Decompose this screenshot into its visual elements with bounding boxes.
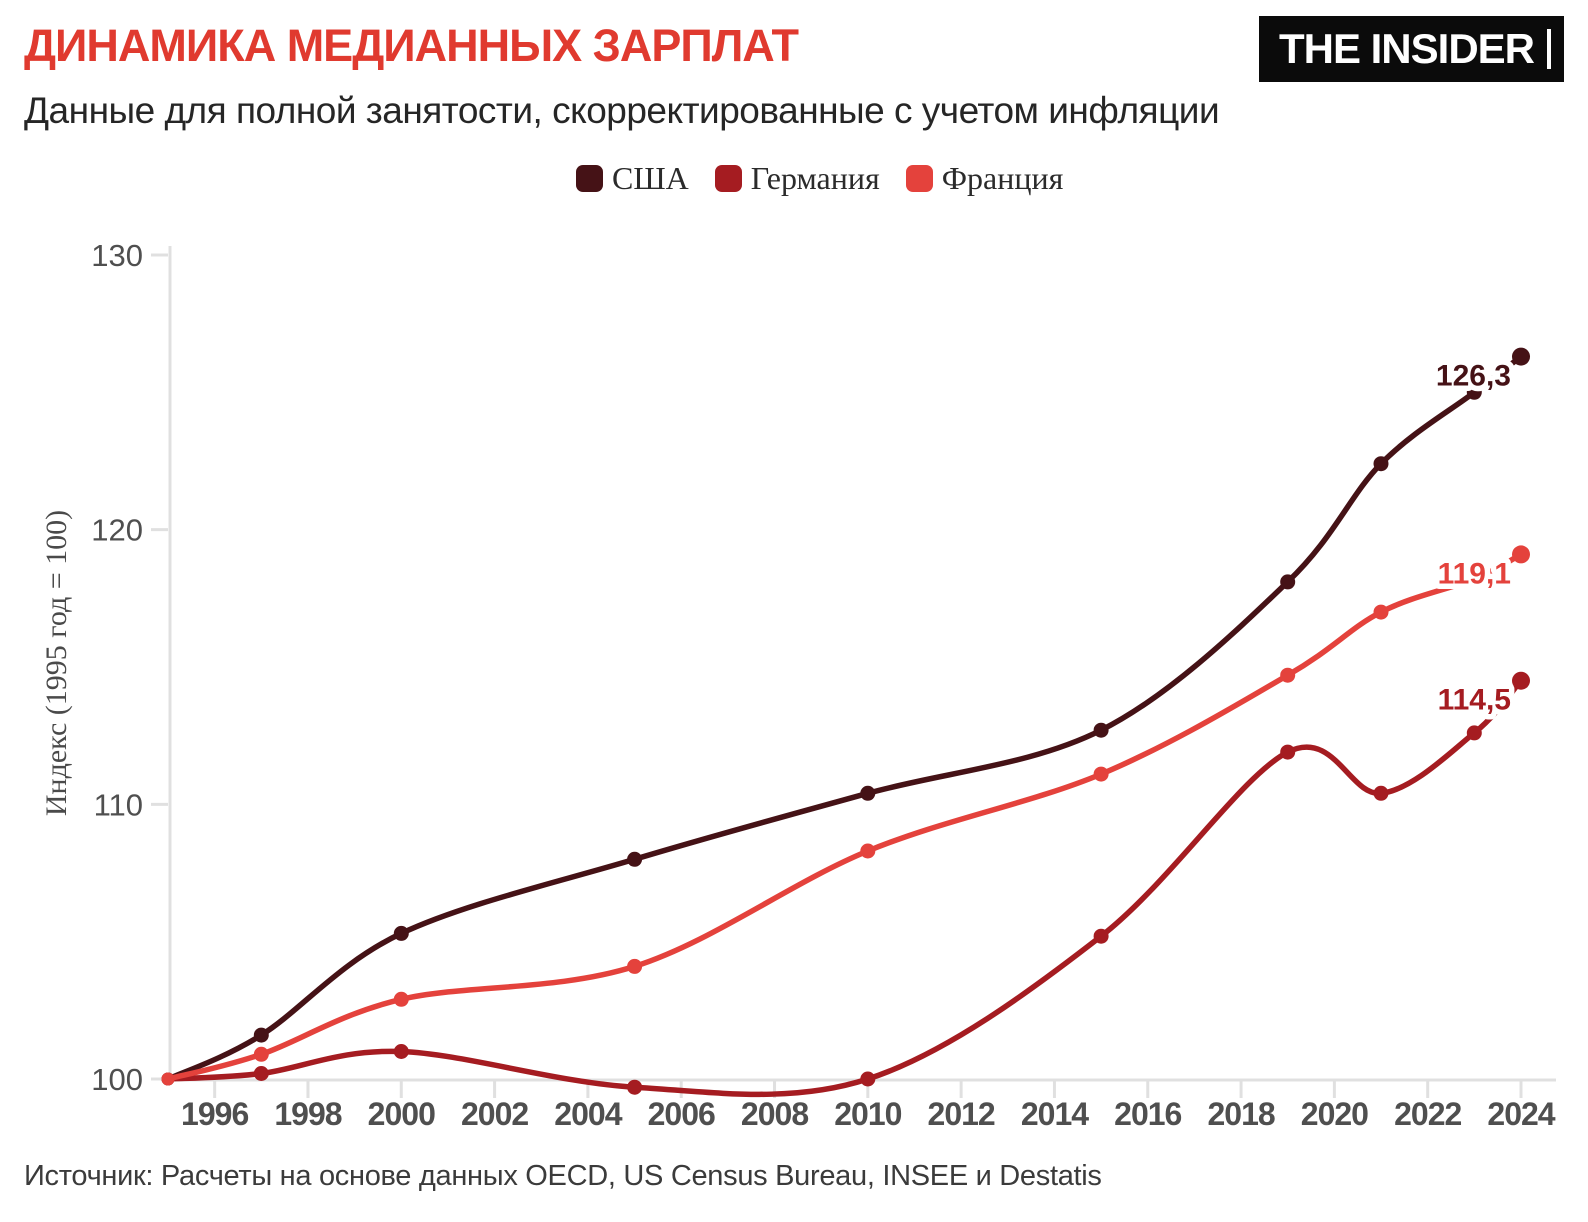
x-tick-label: 2022 — [1394, 1096, 1461, 1132]
y-tick-label: 120 — [91, 513, 143, 548]
legend-item-0: США — [576, 160, 689, 197]
data-point-Германия — [1280, 744, 1296, 760]
legend-label: Франция — [941, 160, 1064, 196]
data-point-США — [1280, 574, 1296, 590]
legend-item-1: Германия — [714, 160, 880, 197]
x-tick-label: 2002 — [461, 1096, 528, 1132]
x-tick-label: 2020 — [1301, 1096, 1368, 1132]
legend-label: США — [612, 160, 689, 196]
x-tick-label: 2024 — [1487, 1096, 1555, 1132]
source-note: Источник: Расчеты на основе данных OECD,… — [24, 1160, 1102, 1192]
x-tick-label: 2006 — [648, 1096, 715, 1132]
y-tick-label: 130 — [91, 238, 143, 273]
x-tick-label: 2016 — [1114, 1096, 1181, 1132]
end-value-label-США: 126,3 — [1436, 360, 1511, 393]
data-point-Германия — [1512, 671, 1530, 690]
data-point-Франция — [1512, 545, 1530, 564]
y-tick-label: 110 — [94, 787, 143, 822]
data-point-США — [393, 925, 409, 941]
data-point-Германия — [1466, 725, 1482, 741]
the-insider-logo: THE INSIDER — [1258, 16, 1564, 82]
end-value-label-Германия: 114,5 — [1438, 684, 1511, 717]
data-point-Германия — [627, 1079, 643, 1095]
data-point-США — [1466, 384, 1482, 400]
data-point-Франция — [393, 991, 409, 1007]
data-point-Германия — [1093, 928, 1109, 944]
end-value-label-Франция: 119,1 — [1438, 557, 1511, 590]
data-point-Франция — [1093, 766, 1109, 782]
legend-swatch — [576, 165, 603, 192]
series-line-Франция — [165, 551, 1524, 1082]
y-tick-label: 100 — [91, 1062, 143, 1097]
series-line-Германия — [165, 677, 1524, 1098]
page-subtitle: Данные для полной занятости, скорректиро… — [24, 90, 1220, 131]
legend-swatch — [714, 165, 742, 192]
x-tick-label: 2018 — [1207, 1096, 1274, 1132]
legend-label: Германия — [750, 160, 880, 196]
data-point-Германия — [393, 1044, 409, 1059]
x-tick-label: 2012 — [928, 1096, 995, 1132]
logo-text: THE INSIDER — [1278, 25, 1535, 72]
data-point-Франция — [161, 1072, 175, 1086]
x-tick-label: 2008 — [741, 1096, 808, 1132]
data-point-Франция — [627, 958, 643, 974]
data-point-Франция — [1373, 604, 1389, 620]
data-point-Франция — [253, 1046, 269, 1062]
data-point-США — [860, 785, 876, 801]
x-tick-label: 2004 — [554, 1096, 622, 1132]
legend-item-2: Франция — [905, 160, 1064, 197]
chart-legend: США Германия Франция — [576, 160, 1063, 197]
data-point-США — [1093, 722, 1109, 738]
data-point-Франция — [1466, 571, 1482, 587]
x-tick-label: 2000 — [368, 1096, 435, 1132]
page-title: ДИНАМИКА МЕДИАННЫХ ЗАРПЛАТ — [24, 20, 799, 71]
x-tick-label: 2014 — [1021, 1096, 1089, 1132]
data-point-США — [1512, 347, 1530, 366]
data-point-США — [627, 851, 643, 867]
x-tick-label: 1996 — [181, 1096, 248, 1132]
data-point-Германия — [1373, 785, 1389, 801]
data-point-США — [253, 1027, 269, 1043]
data-point-Франция — [1280, 667, 1296, 683]
data-point-Германия — [860, 1071, 876, 1087]
series-line-США — [165, 353, 1524, 1082]
x-tick-label: 2010 — [834, 1096, 901, 1132]
x-tick-label: 1998 — [274, 1096, 341, 1132]
data-point-Франция — [860, 843, 876, 859]
logo-cursor-bar — [1547, 29, 1551, 69]
data-point-Германия — [253, 1066, 269, 1081]
legend-swatch — [905, 165, 933, 192]
data-point-США — [1373, 456, 1389, 472]
